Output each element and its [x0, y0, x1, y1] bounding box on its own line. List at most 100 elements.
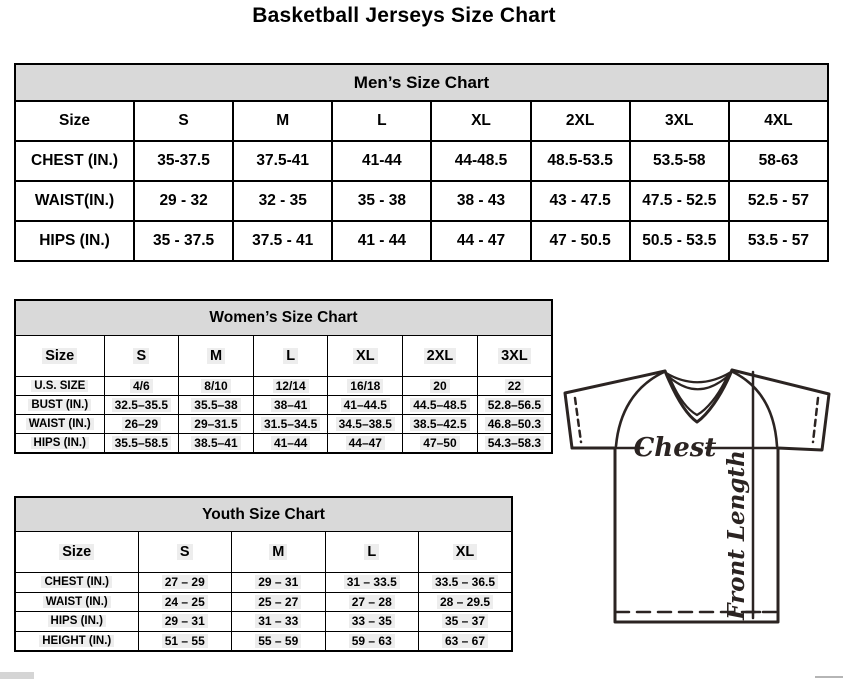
- column-header-row: Size S M L XL 2XL 3XL: [14, 335, 553, 377]
- size-value-cell: 29 - 32: [132, 180, 235, 222]
- size-value-cell-text: 27 – 29: [161, 575, 208, 590]
- size-value-cell: 53.5 - 57: [727, 220, 830, 262]
- size-value-cell: 50.5 - 53.5: [628, 220, 730, 262]
- size-value-cell: 53.5-58: [628, 140, 730, 182]
- size-value-cell: 31 – 33.5: [324, 572, 419, 593]
- size-value-cell: 41 - 44: [331, 220, 433, 262]
- size-value-cell: 35.5–38: [178, 395, 254, 415]
- size-value-cell: 44-48.5: [430, 140, 532, 182]
- column-header-row: Size S M L XL 2XL 3XL 4XL: [14, 100, 830, 142]
- column-header: 2XL: [402, 335, 478, 377]
- row-label: HIPS (IN.): [14, 433, 105, 454]
- size-value-cell-text: 41–44.5: [340, 398, 390, 412]
- table-row: CHEST (IN.) 27 – 29 29 – 31 31 – 33.5 33.5 –…: [14, 572, 513, 593]
- size-value-cell: 32 - 35: [232, 180, 334, 222]
- size-value-cell-text: 24 – 25: [161, 594, 208, 609]
- size-value-cell-text: 35.5–38: [191, 398, 241, 412]
- size-value-cell-text: 33.5 – 36.5: [431, 575, 499, 590]
- column-header: M: [231, 531, 326, 573]
- column-header: XL: [430, 100, 532, 142]
- size-value-cell-text: 25 – 27: [255, 594, 302, 609]
- size-value-cell: 44–47: [327, 433, 404, 454]
- size-value-cell-text: 31 – 33.5: [343, 575, 400, 590]
- column-header-text: L: [283, 348, 299, 364]
- size-value-cell: 38.5–42.5: [402, 414, 478, 434]
- table-title: Men’s Size Chart: [14, 63, 829, 102]
- size-value-cell: 55 – 59: [231, 630, 326, 652]
- table-row: HIPS (IN.) 29 – 31 31 – 33 33 – 35 35 – 37: [14, 611, 513, 632]
- size-value-cell: 38.5–41: [178, 433, 254, 454]
- table-title-row: Youth Size Chart: [14, 496, 513, 532]
- size-value-cell: 59 – 63: [324, 630, 419, 652]
- size-value-cell-text: 38.5–41: [191, 436, 241, 450]
- size-value-cell: 37.5 - 41: [232, 220, 334, 262]
- jersey-armhole-right: [731, 370, 779, 448]
- column-header-text: M: [206, 348, 226, 364]
- row-label: CHEST (IN.): [14, 572, 139, 593]
- row-label-text: BUST (IN.): [28, 399, 92, 411]
- size-value-cell-text: 20: [430, 379, 450, 393]
- size-value-cell-text: 22: [504, 379, 525, 393]
- size-value-cell-text: 29 – 31: [255, 575, 302, 590]
- front-length-measure-line: [744, 370, 762, 620]
- table-title: Women’s Size Chart: [14, 299, 553, 336]
- size-value-cell: 12/14: [252, 376, 329, 396]
- column-header-row: Size S M L XL: [14, 531, 513, 573]
- size-value-cell-text: 52.8–56.5: [484, 398, 545, 412]
- size-value-cell-text: 28 – 29.5: [436, 594, 494, 609]
- size-value-cell-text: 32.5–35.5: [111, 398, 172, 412]
- column-header: Size: [14, 531, 139, 573]
- row-label-text: WAIST (IN.): [25, 418, 94, 430]
- jersey-collar-v-inner: [667, 373, 730, 417]
- front-length-label: Front Length: [723, 450, 750, 621]
- chest-label: Chest: [634, 433, 717, 463]
- row-label: BUST (IN.): [14, 395, 105, 415]
- column-header: M: [178, 335, 254, 377]
- table-row: BUST (IN.) 32.5–35.5 35.5–38 38–41 41–44.5 44…: [14, 395, 553, 415]
- size-value-cell: 22: [476, 376, 553, 396]
- size-value-cell: 43 - 47.5: [529, 180, 631, 222]
- size-value-cell-text: 31 – 33: [255, 614, 302, 629]
- column-header: L: [324, 531, 419, 573]
- table-row: WAIST (IN.) 24 – 25 25 – 27 27 – 28 28 – 29.…: [14, 591, 513, 612]
- column-header-text: 2XL: [423, 348, 457, 364]
- size-value-cell: 24 – 25: [137, 591, 232, 612]
- mens-size-table: Men’s Size Chart Size S M L XL 2XL 3XL 4XL CHEST …: [14, 63, 830, 262]
- row-label-text: WAIST (IN.): [42, 595, 111, 608]
- size-value-cell: 35.5–58.5: [103, 433, 180, 454]
- column-header: S: [103, 335, 180, 377]
- size-value-cell: 38–41: [252, 395, 329, 415]
- size-value-cell: 47–50: [402, 433, 478, 454]
- size-value-cell: 26–29: [103, 414, 180, 434]
- size-value-cell: 35 - 37.5: [132, 220, 235, 262]
- row-label: U.S. SIZE: [14, 376, 105, 396]
- size-value-cell: 58-63: [727, 140, 830, 182]
- size-value-cell-text: 33 – 35: [348, 614, 395, 629]
- size-value-cell: 41-44: [331, 140, 433, 182]
- size-value-cell: 33 – 35: [324, 611, 419, 632]
- size-value-cell: 47 - 50.5: [529, 220, 631, 262]
- size-value-cell-text: 59 – 63: [348, 633, 395, 648]
- page-title: Basketball Jerseys Size Chart: [252, 4, 556, 27]
- size-value-cell: 25 – 27: [231, 591, 326, 612]
- size-value-cell: 31 – 33: [231, 611, 326, 632]
- size-value-cell: 35 – 37: [418, 611, 513, 632]
- jersey-collar-arc-1: [664, 370, 733, 384]
- table-row: HEIGHT (IN.) 51 – 55 55 – 59 59 – 63 63 – 67: [14, 630, 513, 652]
- bottom-left-fragment: [0, 672, 34, 679]
- row-label: WAIST (IN.): [14, 591, 139, 612]
- size-value-cell: 35-37.5: [132, 140, 235, 182]
- column-header-text: 3XL: [498, 348, 531, 364]
- table-row: WAIST(IN.) 29 - 32 32 - 35 35 - 38 38 - 43 43…: [14, 180, 830, 222]
- jersey-diagram: Chest Front Length: [563, 368, 831, 624]
- size-value-cell: 33.5 – 36.5: [418, 572, 513, 593]
- size-value-cell-text: 63 – 67: [441, 633, 489, 648]
- row-label: HIPS (IN.): [14, 220, 135, 262]
- size-value-cell: 28 – 29.5: [418, 591, 513, 612]
- row-label: CHEST (IN.): [14, 140, 135, 182]
- size-value-cell-text: 29–31.5: [191, 417, 241, 431]
- column-header: XL: [327, 335, 404, 377]
- size-value-cell: 16/18: [327, 376, 404, 396]
- size-value-cell-text: 47–50: [420, 436, 460, 450]
